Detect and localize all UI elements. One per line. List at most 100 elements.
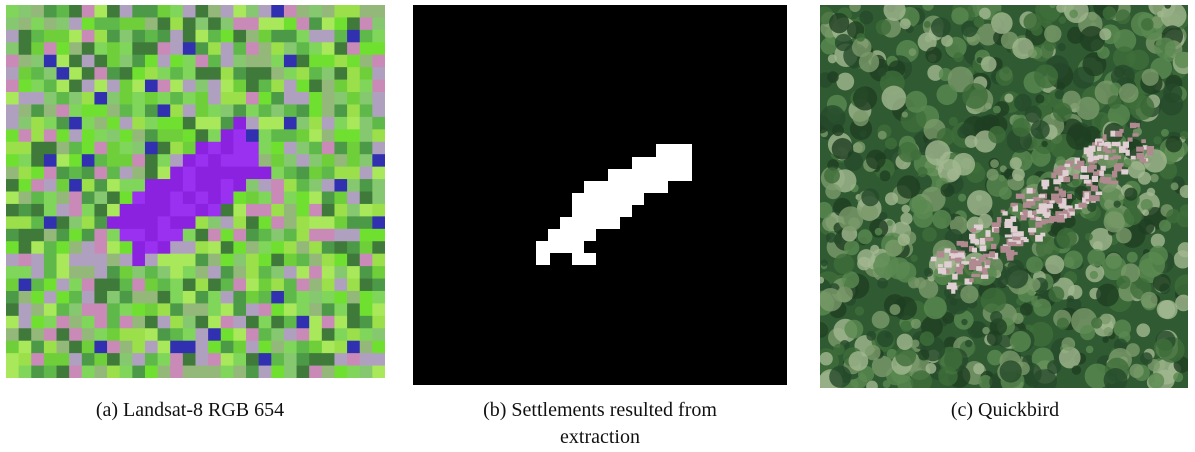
pixel [120, 303, 133, 316]
pixel [196, 5, 209, 18]
pixel [44, 291, 57, 304]
building [1005, 219, 1011, 225]
pixel [57, 303, 70, 316]
pixel [19, 303, 32, 316]
pixel [221, 154, 234, 167]
pixel [284, 104, 297, 117]
building [989, 251, 995, 257]
pixel [120, 117, 133, 130]
pixel [347, 117, 360, 130]
pixel [246, 204, 259, 217]
pixel [19, 80, 32, 93]
pixel [82, 353, 95, 366]
pixel [271, 42, 284, 55]
pixel [44, 154, 57, 167]
building [1006, 255, 1013, 258]
pixel [120, 104, 133, 117]
building [950, 250, 957, 253]
pixel [322, 303, 335, 316]
pixel [360, 266, 373, 279]
building [980, 245, 987, 251]
building [1103, 177, 1111, 184]
pixel [208, 279, 221, 292]
pixel [259, 117, 272, 130]
pixel [360, 341, 373, 354]
pixel [334, 117, 347, 130]
texture [844, 320, 863, 339]
pixel [334, 55, 347, 68]
pixel [322, 241, 335, 254]
pixel [360, 229, 373, 242]
pixel [233, 353, 246, 366]
pixel [309, 154, 322, 167]
pixel [284, 303, 297, 316]
pixel [44, 167, 57, 180]
pixel [57, 328, 70, 341]
pixel [334, 154, 347, 167]
texture [1033, 299, 1051, 317]
pixel [246, 216, 259, 229]
pixel [183, 279, 196, 292]
pixel [360, 67, 373, 80]
pixel [57, 129, 70, 142]
pixel [347, 279, 360, 292]
pixel [322, 229, 335, 242]
pixel [322, 80, 335, 93]
pixel [246, 30, 259, 43]
texture [1147, 188, 1156, 197]
texture [1153, 136, 1161, 144]
pixel [347, 142, 360, 155]
texture [900, 321, 911, 332]
pixel [94, 167, 107, 180]
pixel [145, 67, 158, 80]
building [969, 278, 974, 282]
texture [909, 196, 927, 214]
pixel [208, 254, 221, 267]
pixel [31, 266, 44, 279]
texture [973, 363, 984, 374]
pixel [309, 192, 322, 205]
texture [878, 68, 887, 77]
pixel [145, 366, 158, 378]
pixel [170, 5, 183, 18]
pixel [372, 142, 385, 155]
pixel [259, 328, 272, 341]
texture [887, 257, 910, 280]
pixel [372, 229, 385, 242]
pixel [271, 5, 284, 18]
pixel [158, 229, 171, 242]
pixel [322, 5, 335, 18]
texture [965, 135, 978, 148]
pixel [271, 167, 284, 180]
pixel [158, 142, 171, 155]
building [1099, 171, 1104, 176]
pixel [334, 366, 347, 378]
pixel [221, 204, 234, 217]
texture [900, 18, 911, 29]
pixel [233, 341, 246, 354]
pixel [221, 216, 234, 229]
pixel [334, 229, 347, 242]
building [1136, 153, 1144, 159]
building [1060, 190, 1066, 197]
texture [849, 351, 869, 371]
pixel [360, 204, 373, 217]
texture [1096, 284, 1119, 307]
pixel [82, 42, 95, 55]
pixel [94, 55, 107, 68]
texture [1005, 265, 1028, 288]
pixel [259, 279, 272, 292]
pixel [347, 241, 360, 254]
pixel [170, 179, 183, 192]
pixel [284, 279, 297, 292]
texture [974, 17, 985, 28]
texture [829, 366, 851, 388]
pixel [196, 366, 209, 378]
pixel [158, 117, 171, 130]
texture [860, 130, 867, 137]
pixel [259, 241, 272, 254]
pixel [246, 328, 259, 341]
texture [909, 48, 917, 56]
pixel [221, 254, 234, 267]
texture [990, 159, 999, 168]
